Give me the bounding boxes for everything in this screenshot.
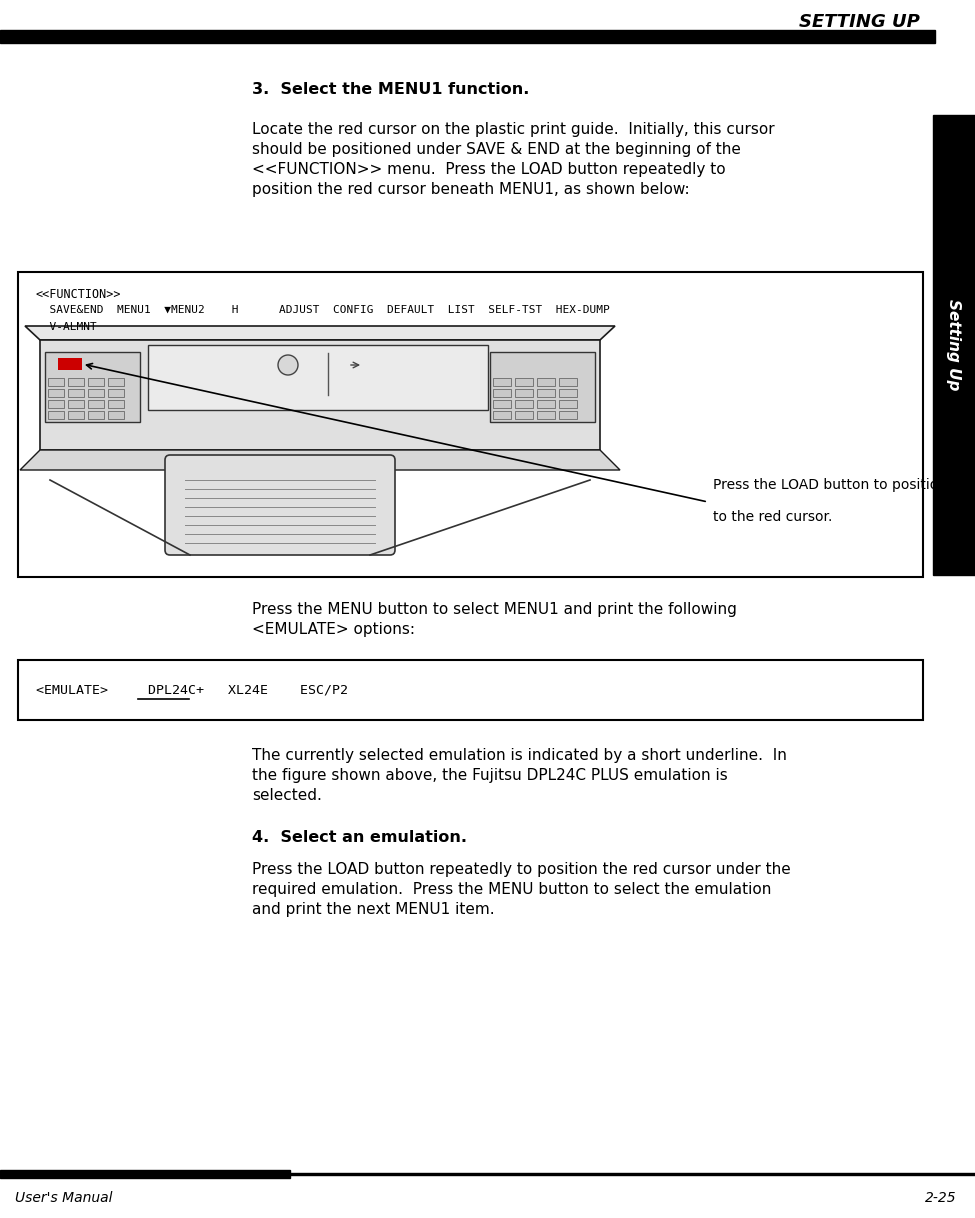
Bar — [559, 378, 577, 386]
Text: The currently selected emulation is indicated by a short underline.  In: The currently selected emulation is indi… — [252, 748, 787, 762]
Bar — [490, 352, 595, 421]
Bar — [88, 378, 104, 386]
Bar — [559, 400, 577, 408]
Bar — [45, 352, 140, 421]
Bar — [0, 1170, 290, 1178]
Text: the figure shown above, the Fujitsu DPL24C PLUS emulation is: the figure shown above, the Fujitsu DPL2… — [252, 769, 727, 783]
Bar — [48, 400, 64, 408]
Bar — [515, 378, 533, 386]
Bar — [493, 410, 511, 419]
Text: 4.  Select an emulation.: 4. Select an emulation. — [252, 829, 467, 845]
Bar — [68, 378, 84, 386]
Text: User's Manual: User's Manual — [15, 1191, 112, 1205]
Bar — [48, 389, 64, 397]
Bar — [537, 378, 555, 386]
Bar — [18, 272, 923, 577]
Text: position the red cursor beneath MENU1, as shown below:: position the red cursor beneath MENU1, a… — [252, 181, 689, 197]
Text: SETTING UP: SETTING UP — [800, 13, 920, 30]
Bar — [559, 389, 577, 397]
Text: Setting Up: Setting Up — [947, 300, 961, 391]
Bar — [48, 378, 64, 386]
Bar — [108, 400, 124, 408]
Bar — [40, 340, 600, 449]
Text: to the red cursor.: to the red cursor. — [713, 510, 833, 524]
Circle shape — [278, 354, 298, 375]
Bar — [68, 410, 84, 419]
Text: <<FUNCTION>>: <<FUNCTION>> — [36, 287, 122, 301]
Bar — [290, 1173, 975, 1175]
Text: Press the MENU button to select MENU1 and print the following: Press the MENU button to select MENU1 an… — [252, 602, 737, 618]
Text: Press the LOAD button to position: Press the LOAD button to position — [713, 477, 947, 492]
Bar — [515, 389, 533, 397]
FancyBboxPatch shape — [165, 456, 395, 555]
Bar — [493, 400, 511, 408]
Text: V-ALMNT: V-ALMNT — [36, 322, 97, 333]
Polygon shape — [25, 326, 615, 340]
Text: Press the LOAD button repeatedly to position the red cursor under the: Press the LOAD button repeatedly to posi… — [252, 862, 791, 877]
Polygon shape — [20, 449, 620, 470]
Bar — [493, 389, 511, 397]
Bar — [108, 410, 124, 419]
Text: <<FUNCTION>> menu.  Press the LOAD button repeatedly to: <<FUNCTION>> menu. Press the LOAD button… — [252, 162, 725, 177]
Text: required emulation.  Press the MENU button to select the emulation: required emulation. Press the MENU butto… — [252, 882, 771, 896]
Bar — [68, 400, 84, 408]
Bar — [0, 30, 935, 43]
Bar — [148, 345, 488, 410]
Bar — [18, 660, 923, 720]
Bar — [537, 389, 555, 397]
Text: 2-25: 2-25 — [925, 1191, 957, 1205]
Bar — [88, 389, 104, 397]
Text: Locate the red cursor on the plastic print guide.  Initially, this cursor: Locate the red cursor on the plastic pri… — [252, 122, 774, 136]
Bar — [515, 410, 533, 419]
Text: SAVE&END  MENU1  ▼MENU2    H      ADJUST  CONFIG  DEFAULT  LIST  SELF-TST  HEX-D: SAVE&END MENU1 ▼MENU2 H ADJUST CONFIG DE… — [36, 304, 609, 315]
Text: 3.  Select the MENU1 function.: 3. Select the MENU1 function. — [252, 82, 529, 97]
Bar — [537, 400, 555, 408]
Bar — [48, 410, 64, 419]
Bar — [58, 358, 82, 370]
Bar — [108, 389, 124, 397]
Text: should be positioned under SAVE & END at the beginning of the: should be positioned under SAVE & END at… — [252, 143, 741, 157]
Bar — [559, 410, 577, 419]
Text: <EMULATE> options:: <EMULATE> options: — [252, 622, 415, 637]
Bar — [493, 378, 511, 386]
Bar — [88, 400, 104, 408]
Text: and print the next MENU1 item.: and print the next MENU1 item. — [252, 903, 494, 917]
Text: <EMULATE>     DPL24C+   XL24E    ESC/P2: <EMULATE> DPL24C+ XL24E ESC/P2 — [36, 683, 348, 697]
Bar — [88, 410, 104, 419]
Bar — [515, 400, 533, 408]
Bar — [537, 410, 555, 419]
Bar — [108, 378, 124, 386]
Bar — [68, 389, 84, 397]
Bar — [933, 114, 975, 575]
Text: selected.: selected. — [252, 788, 322, 803]
